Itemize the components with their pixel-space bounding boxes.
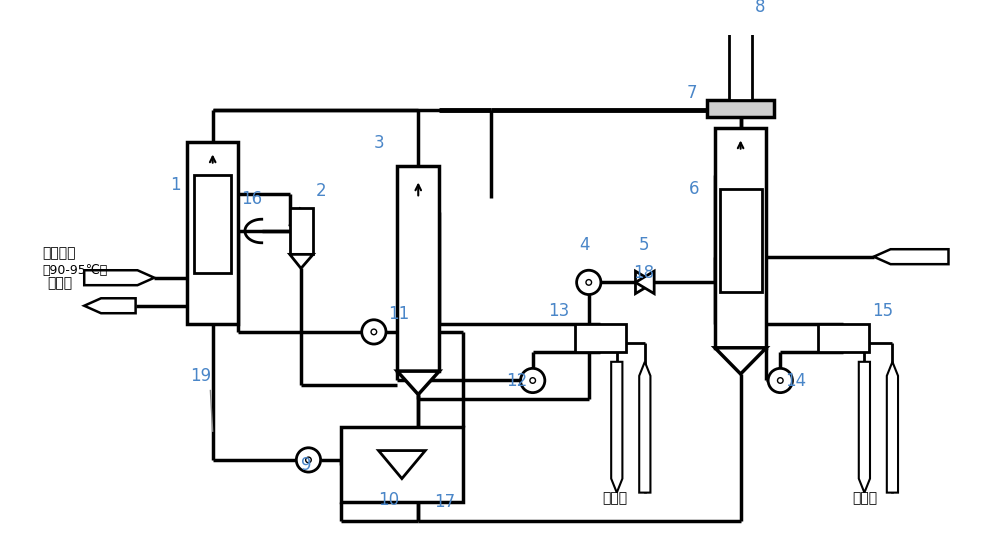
Bar <box>715 128 766 348</box>
FancyArrow shape <box>84 270 154 285</box>
Text: 7: 7 <box>687 84 697 102</box>
Polygon shape <box>715 348 766 374</box>
Bar <box>187 142 238 325</box>
Text: 10: 10 <box>379 491 400 510</box>
Text: 烧焙烟气: 烧焙烟气 <box>42 246 76 260</box>
Polygon shape <box>379 451 425 479</box>
Polygon shape <box>290 255 313 268</box>
Circle shape <box>521 369 545 393</box>
Text: 12: 12 <box>507 372 528 390</box>
Polygon shape <box>635 271 654 294</box>
Text: 5: 5 <box>638 236 649 255</box>
Bar <box>341 427 463 502</box>
Bar <box>729 21 752 100</box>
FancyArrow shape <box>859 362 870 493</box>
Text: 19: 19 <box>190 367 211 385</box>
Circle shape <box>371 329 377 334</box>
Text: 8: 8 <box>755 0 765 16</box>
Text: 循环水: 循环水 <box>603 491 628 505</box>
Bar <box>397 166 439 371</box>
Bar <box>290 208 313 255</box>
Text: 18: 18 <box>633 264 654 283</box>
Circle shape <box>777 377 783 383</box>
Bar <box>720 189 762 291</box>
Bar <box>818 325 869 353</box>
Polygon shape <box>397 371 439 395</box>
Circle shape <box>530 377 536 383</box>
Polygon shape <box>635 271 654 294</box>
Text: 17: 17 <box>435 493 456 511</box>
Text: 13: 13 <box>549 302 570 320</box>
Circle shape <box>306 457 311 463</box>
FancyArrow shape <box>611 362 622 493</box>
Text: 4: 4 <box>579 236 590 255</box>
Text: 9: 9 <box>301 456 311 474</box>
Circle shape <box>577 270 601 295</box>
Text: （90-95℃）: （90-95℃） <box>42 264 107 277</box>
Text: 16: 16 <box>241 190 262 208</box>
Circle shape <box>768 369 792 393</box>
Text: 14: 14 <box>785 372 806 390</box>
Text: 2: 2 <box>316 182 327 200</box>
Bar <box>575 325 626 353</box>
Circle shape <box>362 320 386 344</box>
Circle shape <box>586 279 592 285</box>
FancyArrow shape <box>874 249 948 264</box>
FancyArrow shape <box>639 362 650 493</box>
Bar <box>194 175 231 273</box>
Text: 再生酸: 再生酸 <box>47 276 72 290</box>
Text: 15: 15 <box>872 302 893 320</box>
Bar <box>734 9 747 23</box>
Text: 循环水: 循环水 <box>852 491 877 505</box>
FancyArrow shape <box>84 298 136 313</box>
Text: 3: 3 <box>374 133 384 152</box>
Circle shape <box>296 448 321 472</box>
Bar <box>707 100 774 117</box>
Text: 6: 6 <box>689 180 699 198</box>
Text: 11: 11 <box>388 305 409 322</box>
Text: 1: 1 <box>170 176 181 193</box>
FancyArrow shape <box>887 362 898 493</box>
